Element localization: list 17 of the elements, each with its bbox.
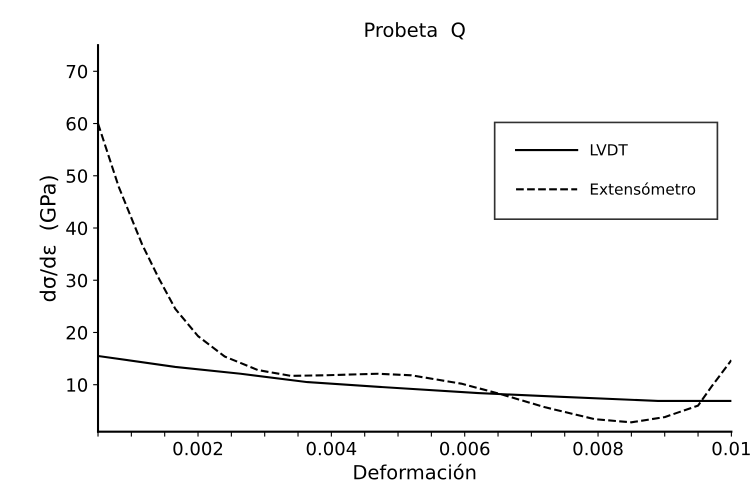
y-axis-title: dσ/dε (GPa) — [40, 176, 58, 302]
legend-label: LVDT — [590, 144, 628, 156]
legend-label: Extensómetro — [590, 182, 696, 195]
y-tick-label: 50 — [66, 169, 88, 183]
x-tick-label: 0.008 — [573, 442, 623, 456]
x-tick-label: 0.002 — [173, 442, 222, 456]
y-tick-label: 10 — [67, 378, 88, 392]
y-tick-label: 40 — [66, 221, 88, 236]
x-axis-title: Deformación — [354, 464, 476, 480]
x-tick-label: 0.006 — [440, 442, 490, 456]
y-tick-label: 70 — [66, 64, 88, 78]
x-tick-label: 0.004 — [306, 442, 356, 456]
y-tick-label: 20 — [66, 326, 88, 340]
x-tick-label: 0.01 — [712, 442, 750, 456]
chart-title: Probeta Q — [365, 22, 465, 40]
y-tick-label: 60 — [66, 116, 88, 131]
y-tick-label: 30 — [66, 274, 88, 288]
